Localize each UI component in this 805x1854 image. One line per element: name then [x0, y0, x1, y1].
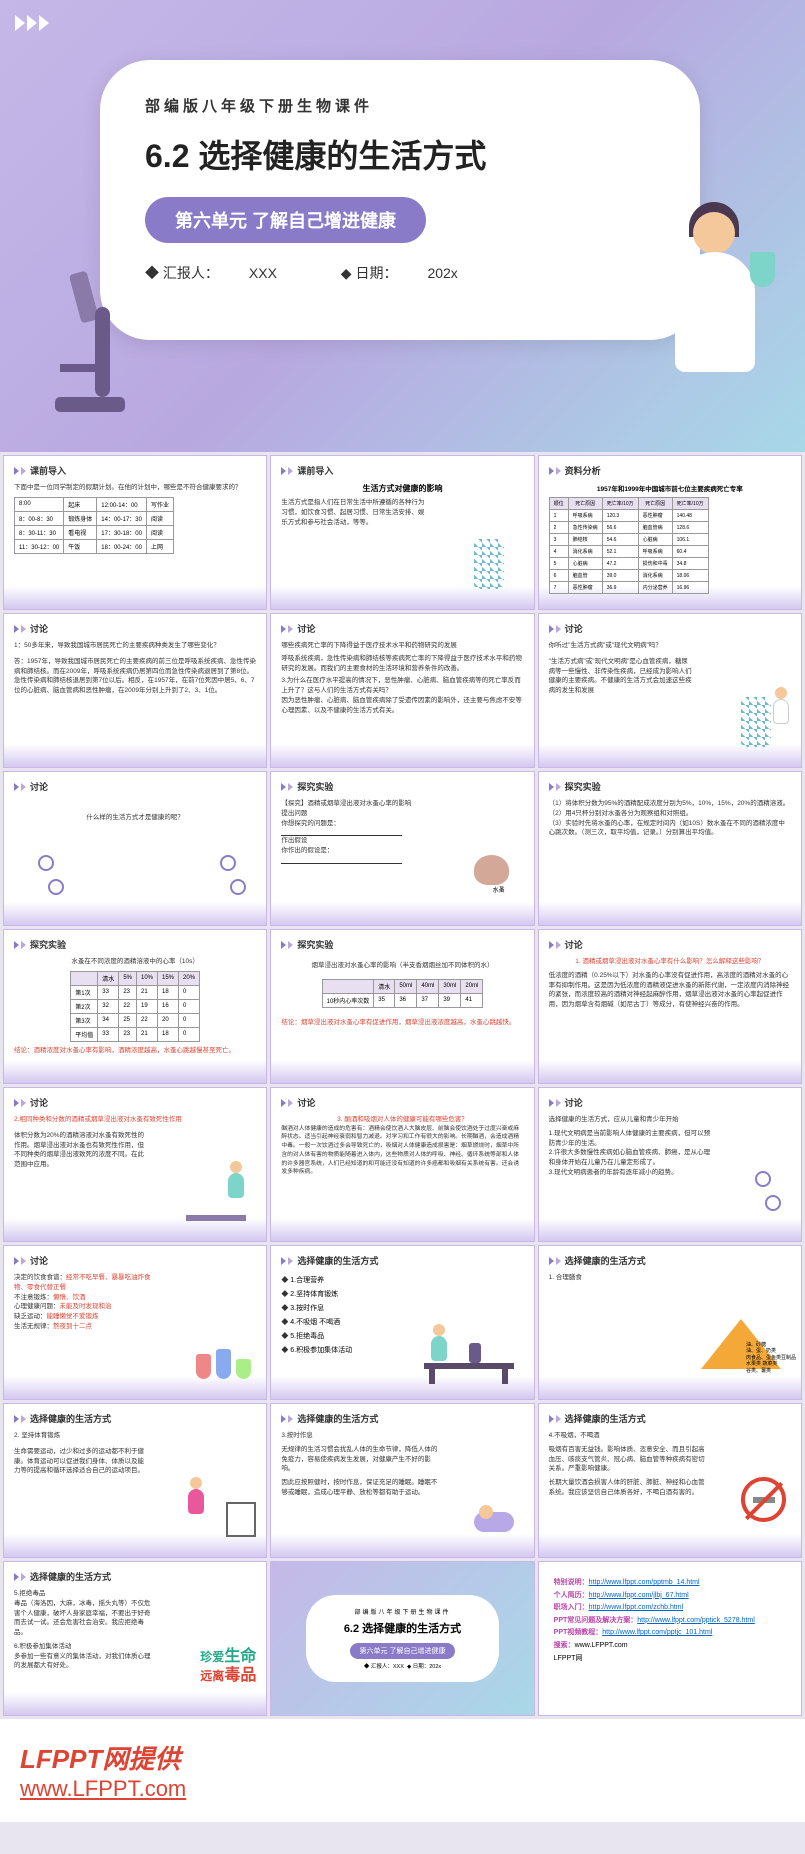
microscope-icon [40, 272, 140, 412]
slide-links: 特别说明：http://www.lfppt.com/pptmb_14.html个… [538, 1561, 802, 1716]
gym-icon [186, 1487, 256, 1537]
daphnia-icon: 水蚤 [474, 855, 524, 905]
slide-lifestyle-sleep: 选择健康的生活方式 3.按时作息 无规律的生活习惯会扰乱人体的生命节律，降低人体… [270, 1403, 534, 1558]
unit-badge: 第六单元 了解自己增进健康 [145, 197, 426, 243]
slide-experiment-alcohol-data: 探究实验 水蚤在不同浓度的酒精溶液中的心率（10s） 清水5%10%15%20%… [3, 929, 267, 1084]
scientist-illustration [655, 192, 775, 372]
slide-experiment-question: 探究实验 【探究】酒精或烟草浸出液对水蚤心率的影响 提出问题 你想探究的问题是：… [270, 771, 534, 926]
slide-lifestyle-exercise: 选择健康的生活方式 2. 坚持体育锻炼 生命需要运动，过少和过多的运动都不利于健… [3, 1403, 267, 1558]
alcohol-table: 清水5%10%15%20%第1次332321180第2次322219160第3次… [70, 971, 200, 1042]
slide-discuss-modern: 讨论 你听过"生活方式病"或"现代文明病"吗？ "生活方式病"或"现代文明病"是… [538, 613, 802, 768]
footer-link[interactable]: www.LFPPT.com [20, 1776, 186, 1801]
slide-intro-schedule: 课前导入 下面中是一位同学制定的假期计划。在他的计划中，哪些是不符合健康要求的？… [3, 455, 267, 610]
meta-info: ◆ 汇报人：XXX ◆ 日期：202x [145, 263, 655, 283]
footer-provider: LFPPT网提供 [20, 1739, 785, 1776]
slide-discuss-diseases: 讨论 哪些疾病死亡率的下降得益于医疗技术水平和药物研究的发展 呼吸系统疾病，急性… [270, 613, 534, 768]
no-smoking-icon [741, 1477, 786, 1522]
tobacco-table: 清水50ml40ml30ml20ml10秒内心率次数3536373941 [322, 979, 484, 1008]
slide-experiment-steps: 探究实验 （1）将体积分数为95%的酒精配成浓度分别为5%，10%，15%，20… [538, 771, 802, 926]
lab-beakers-icon [196, 1329, 256, 1379]
pyramid-labels: 油、砂糖油、蛋、奶类肉食品、蛋鱼类豆制品水果类 蔬菜类谷类、薯类 [746, 1342, 796, 1375]
hexagon-icon [206, 855, 256, 905]
slide-closing: 部编版八年级下册生物课件 6.2 选择健康的生活方式 第六单元 了解自己增进健康… [270, 1561, 534, 1716]
date: ◆ 日期：202x [341, 265, 488, 281]
slide-lifestyle-nosmoking: 选择健康的生活方式 4.不吸烟，不喝酒 吸烟有百害无益钱。影响体质、恣意安全、而… [538, 1403, 802, 1558]
slide-discuss-youth: 讨论 选择健康的生活方式，应从儿童和青少年开始 1.现代文明病是当前影响人体健康… [538, 1087, 802, 1242]
scientist-lab-icon [186, 1151, 256, 1221]
slide-experiment-tobacco-data: 探究实验 烟草浸出液对水蚤心率的影响（半支香烟烟丝加不同体积的水） 清水50ml… [270, 929, 534, 1084]
slide-lifestyle-diet: 选择健康的生活方式 1. 合理膳食 油、砂糖油、蛋、奶类肉食品、蛋鱼类豆制品水果… [538, 1245, 802, 1400]
atom-icon [24, 855, 74, 905]
dna-child-icon [474, 539, 524, 589]
sleeping-icon [474, 1487, 524, 1537]
subtitle-top: 部编版八年级下册生物课件 [145, 95, 655, 116]
slide-discuss-bad-habits: 讨论 决定的饮食食谱：经常不吃早餐、暴暴吃油炸食物、零食代替正餐 不注意锻炼：懒… [3, 1245, 267, 1400]
slide-discuss-lethal: 讨论 2.相同种类和分数的酒精或烟草浸出液对水蚤有致死性作用 体积分数为20%的… [3, 1087, 267, 1242]
mortality-table: 顺位死亡原因死亡率/10万死亡原因死亡率/10万1呼吸系病120.3恶性肿瘤14… [549, 497, 709, 594]
slide-analysis-mortality: 资料分析 1957年和1999年中国城市前七位主要疾病死亡专率 顺位死亡原因死亡… [538, 455, 802, 610]
main-title: 6.2 选择健康的生活方式 [145, 131, 655, 177]
slide-discuss-healthy: 讨论 什么样的生活方式才是健康的呢？ [3, 771, 267, 926]
slide-discuss-harm: 讨论 3. 酗酒和吸烟对人体的健康可能有哪些危害？ 酗酒对人体健康的造成的危害有… [270, 1087, 534, 1242]
lab-scene-icon [424, 1324, 524, 1384]
slide-lifestyle-drugs: 选择健康的生活方式 5.拒绝毒品 毒品（海洛因，大麻，冰毒，摇头丸等）不仅危害个… [3, 1561, 267, 1716]
slides-grid: 课前导入 下面中是一位同学制定的假期计划。在他的计划中，哪些是不符合健康要求的？… [0, 452, 805, 1719]
footer: LFPPT网提供 www.LFPPT.com [0, 1719, 805, 1822]
anti-drug-banner: 珍爱生命 远离毒品 [200, 1647, 256, 1685]
schedule-table: 8:00起床12:00-14：00写作业8：00-8：30锻炼身体14：00-1… [14, 497, 174, 554]
slide-discuss-changes: 讨论 1：50多年来，导致我国城市居民死亡的主要疾病种类发生了哪些变化？ 答：1… [3, 613, 267, 768]
slide-intro-lifestyle: 课前导入 生活方式对健康的影响 生活方式是指人们在日常生活中所遵循的各种行为习惯… [270, 455, 534, 610]
slide-discuss-effects: 讨论 1. 酒精或烟草浸出液对水蚤心率有什么影响？怎么解释这些影响？ 低浓度的酒… [538, 929, 802, 1084]
reporter: ◆ 汇报人：XXX [145, 265, 307, 281]
molecule-icon [741, 1171, 791, 1221]
slide-lifestyle-list: 选择健康的生活方式 1.合理营养2.坚持体育锻炼3.按时作息4.不吸烟 不喝酒5… [270, 1245, 534, 1400]
hero-slide: 部编版八年级下册生物课件 6.2 选择健康的生活方式 第六单元 了解自己增进健康… [0, 0, 805, 452]
doctor-dna-icon [741, 697, 791, 747]
decorative-arrows [15, 15, 49, 31]
title-cloud: 部编版八年级下册生物课件 6.2 选择健康的生活方式 第六单元 了解自己增进健康… [100, 60, 700, 340]
